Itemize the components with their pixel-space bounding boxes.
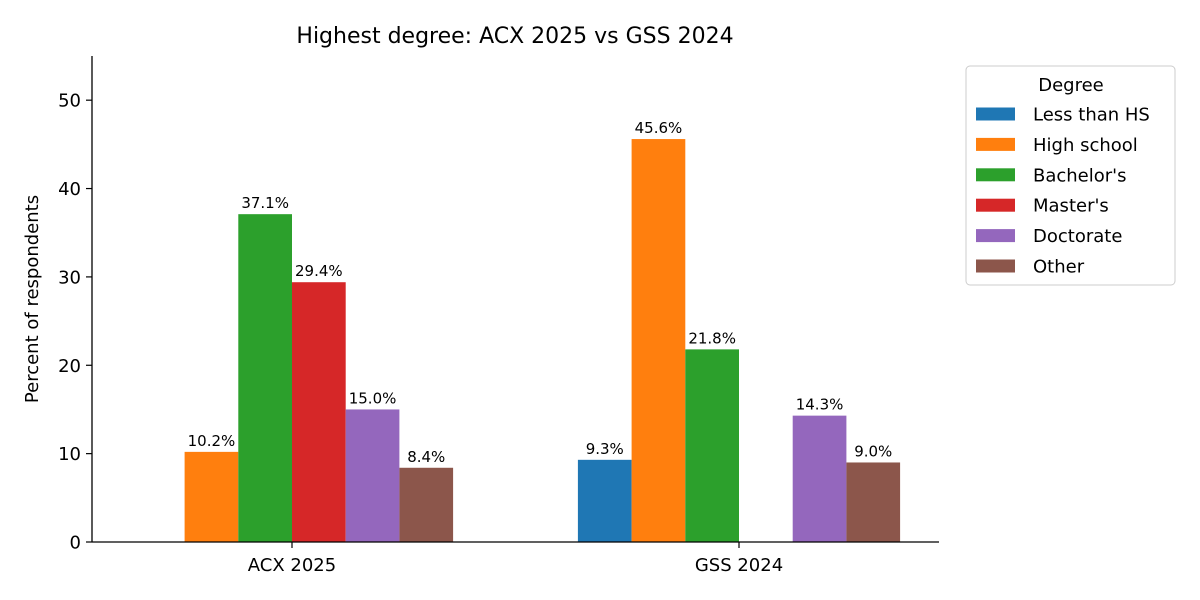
bar [184, 451, 239, 542]
y-tick-label: 10 [58, 444, 81, 465]
data-label: 8.4% [407, 448, 445, 466]
legend-label: Other [1033, 257, 1085, 278]
legend-title: Degree [1038, 75, 1104, 96]
bar [846, 462, 901, 542]
bar [631, 139, 686, 542]
legend-label: High school [1033, 135, 1138, 156]
data-label: 15.0% [349, 389, 397, 407]
plot-area: 9.3% 10.2% 45.6% 37.1% 21.8% 29.4% 15.0% 14.3% 8… [58, 56, 939, 576]
legend-swatch [976, 107, 1015, 121]
legend-swatch [976, 137, 1015, 151]
legend-label: Bachelor's [1033, 165, 1127, 186]
bar [399, 467, 454, 542]
legend-label: Less than HS [1033, 105, 1150, 126]
data-label: 9.3% [586, 440, 624, 458]
bar [292, 282, 346, 542]
bar [685, 349, 739, 542]
legend-label: Master's [1033, 196, 1109, 217]
y-tick-label: 30 [58, 267, 81, 288]
legend-swatch [976, 259, 1015, 273]
bar [238, 214, 292, 543]
y-tick-label: 40 [58, 179, 81, 200]
legend-label: Doctorate [1033, 226, 1122, 247]
legend-swatch [976, 198, 1015, 212]
data-label: 14.3% [796, 396, 844, 414]
bar [577, 459, 632, 542]
y-tick-label: 50 [58, 91, 81, 112]
data-label: 21.8% [688, 329, 736, 347]
data-label: 9.0% [854, 442, 892, 460]
legend-swatch [976, 168, 1015, 182]
x-tick-label: GSS 2024 [695, 555, 783, 576]
legend-swatch [976, 229, 1015, 243]
bar [792, 415, 847, 542]
data-label: 37.1% [241, 194, 289, 212]
x-tick-label: ACX 2025 [248, 555, 336, 576]
legend-frame [965, 65, 1176, 286]
data-label: 29.4% [295, 262, 343, 280]
data-label: 45.6% [635, 119, 683, 137]
legend: Degree Less than HS High school Bachelor's… [965, 65, 1176, 286]
bar [345, 409, 400, 542]
chart-title: Highest degree: ACX 2025 vs GSS 2024 [296, 24, 733, 49]
data-label: 10.2% [188, 432, 236, 450]
y-tick-label: 20 [58, 356, 81, 377]
y-tick-label: 0 [70, 533, 81, 554]
y-axis-label: Percent of respondents [22, 195, 43, 403]
